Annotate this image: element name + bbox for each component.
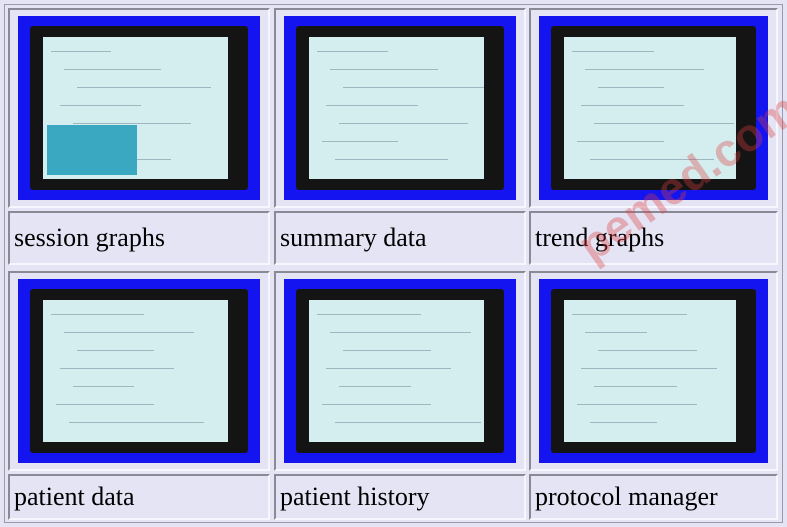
screen (564, 300, 736, 442)
screen-line (73, 123, 191, 124)
screen-line (64, 69, 161, 70)
screen (43, 300, 228, 442)
monitor (551, 289, 756, 453)
screenshot-thumbnail (284, 16, 516, 200)
image-cell (274, 8, 526, 208)
image-cell (8, 271, 270, 471)
monitor (296, 289, 504, 453)
screen-line (60, 105, 141, 106)
screen-line (572, 51, 654, 52)
monitor (30, 289, 248, 453)
screen (309, 300, 484, 442)
screen-line (598, 350, 697, 351)
screen-graph (47, 125, 137, 175)
image-cell (529, 271, 778, 471)
screen (43, 37, 228, 179)
screenshot-thumbnail (539, 16, 768, 200)
screen-line (594, 123, 734, 124)
screen-line (590, 159, 714, 160)
image-cell (529, 8, 778, 208)
screen-line (60, 368, 174, 369)
page: session graphs summary data trend graphs pa… (0, 0, 787, 527)
screenshot-thumbnail (284, 279, 516, 463)
screen-line (585, 332, 647, 333)
screen-line (581, 105, 684, 106)
screen-line (56, 404, 154, 405)
screen (564, 37, 736, 179)
caption-cell: session graphs (8, 211, 270, 265)
screenshot-thumbnail (18, 16, 260, 200)
monitor (30, 26, 248, 190)
screenshot-thumbnail (539, 279, 768, 463)
caption: summary data (280, 223, 427, 253)
screen-line (51, 314, 144, 315)
caption-cell: summary data (274, 211, 526, 265)
caption-cell: protocol manager (529, 474, 778, 520)
screen-line (69, 422, 204, 423)
monitor (296, 26, 504, 190)
screen-line (577, 404, 697, 405)
screen-line (317, 314, 421, 315)
caption: trend graphs (535, 223, 664, 253)
screen-line (594, 386, 677, 387)
screen-line (581, 368, 717, 369)
screen-line (335, 159, 448, 160)
screen-line (330, 69, 438, 70)
screen-line (77, 350, 154, 351)
gallery-table: session graphs summary data trend graphs pa… (4, 4, 783, 523)
screen-line (77, 87, 211, 88)
caption: patient data (14, 482, 135, 512)
screen-line (317, 51, 388, 52)
screen-line (73, 386, 134, 387)
screen-line (590, 422, 657, 423)
screen-line (64, 332, 194, 333)
screen-line (326, 368, 451, 369)
image-cell (8, 8, 270, 208)
screen-line (51, 51, 111, 52)
caption: protocol manager (535, 482, 718, 512)
screen-line (339, 386, 411, 387)
monitor (551, 26, 756, 190)
screen-line (335, 422, 481, 423)
screen-line (330, 332, 471, 333)
screen-line (343, 87, 484, 88)
screen (309, 37, 484, 179)
screen-line (322, 141, 398, 142)
screenshot-thumbnail (18, 279, 260, 463)
caption: session graphs (14, 223, 165, 253)
screen-line (322, 404, 431, 405)
screen-line (343, 350, 431, 351)
screen-line (326, 105, 418, 106)
caption-cell: patient history (274, 474, 526, 520)
screen-line (585, 69, 704, 70)
image-cell (274, 271, 526, 471)
caption: patient history (280, 482, 429, 512)
screen-line (572, 314, 687, 315)
caption-cell: trend graphs (529, 211, 778, 265)
screen-line (598, 87, 664, 88)
screen-line (577, 141, 664, 142)
screen-line (339, 123, 468, 124)
caption-cell: patient data (8, 474, 270, 520)
